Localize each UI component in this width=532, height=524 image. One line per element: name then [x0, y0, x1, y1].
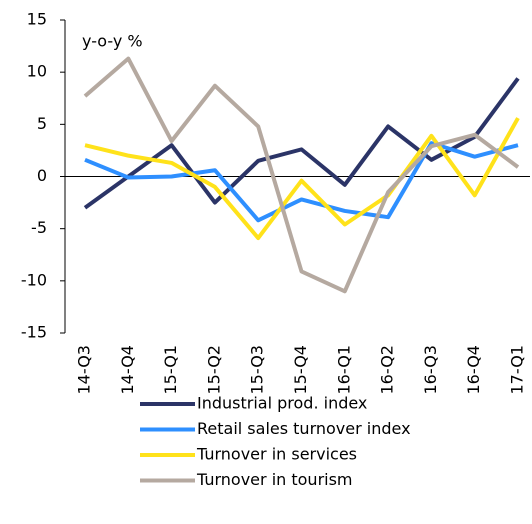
x-tick-label: 15-Q2 — [204, 345, 223, 395]
x-tick-label: 15-Q1 — [161, 345, 180, 395]
series-line — [83, 77, 520, 210]
y-tick-label: 5 — [37, 114, 47, 133]
x-tick-label: 14-Q3 — [75, 345, 94, 395]
x-tick-label: 16-Q3 — [421, 345, 440, 395]
series-line — [84, 141, 519, 223]
x-tick-label: 15-Q3 — [248, 345, 267, 395]
x-tick-label: 16-Q4 — [464, 345, 483, 395]
x-tick-label: 14-Q4 — [118, 345, 137, 395]
legend-label: Turnover in tourism — [196, 470, 353, 489]
series-line — [84, 117, 520, 241]
x-tick-label: 15-Q4 — [291, 345, 310, 395]
y-tick-label: -10 — [21, 270, 47, 289]
x-tick-label: 16-Q2 — [378, 345, 397, 395]
y-tick-label: -5 — [31, 218, 47, 237]
series-line — [83, 56, 520, 294]
y-tick-label: 15 — [27, 10, 47, 29]
y-tick-label: 10 — [27, 62, 47, 81]
y-tick-label: 0 — [37, 166, 47, 185]
y-tick-label: -15 — [21, 323, 47, 342]
legend-label: Turnover in services — [196, 445, 357, 464]
legend-label: Industrial prod. index — [197, 394, 367, 413]
x-tick-label: 17-Q1 — [508, 345, 527, 395]
annotation: y-o-y % — [82, 32, 143, 51]
x-tick-label: 16-Q1 — [334, 345, 353, 395]
legend-label: Retail sales turnover index — [197, 419, 411, 438]
